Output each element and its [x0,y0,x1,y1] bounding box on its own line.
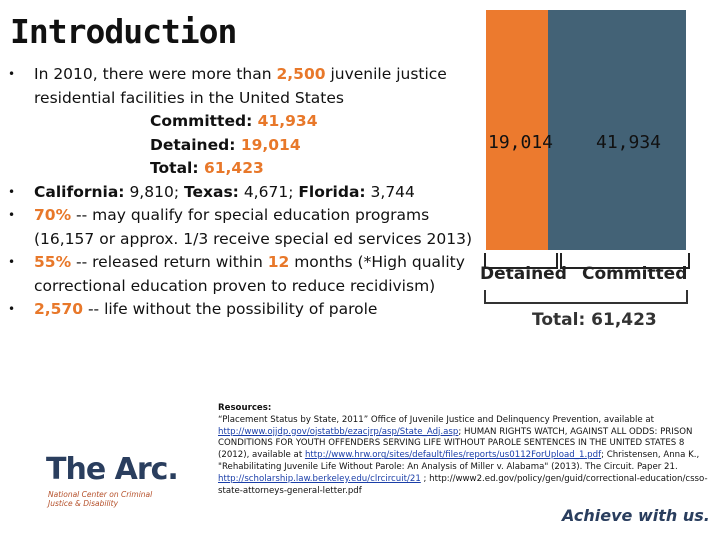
facility-count: 2,500 [276,65,326,83]
committed-value-label: 41,934 [596,132,662,153]
committed-category-label: Committed [582,264,688,284]
resource-link[interactable]: http://scholarship.law.berkeley.edu/clrc… [218,473,421,484]
detained-value-label: 19,014 [488,132,554,153]
bullet-icon: • [8,208,16,222]
chart-total-label: Total: 61,423 [532,310,657,330]
bullet-list: • In 2010, there were more than 2,500 ju… [8,63,478,322]
the-arc-logo: The Arc. National Center on Criminal Jus… [38,440,179,530]
detained-line: Detained: 19,014 [150,135,301,154]
detained-category-label: Detained [480,264,567,284]
bullet-icon: • [8,67,16,81]
logo-subtitle: National Center on Criminal Justice & Di… [48,490,153,508]
page-title: Introduction [10,12,237,51]
resource-link[interactable]: http://www.hrw.org/sites/default/files/r… [304,450,602,461]
list-item: • California: 9,810; Texas: 4,671; Flori… [8,181,478,205]
bullet-icon: • [8,184,16,199]
bullet-icon: • [8,302,16,316]
logo-wordmark: The Arc. [46,452,179,487]
detained-bar [486,10,548,250]
list-item: • 55% -- released return within 12 month… [8,253,465,295]
list-item: • 2,570 -- life without the possibility … [8,298,478,322]
tagline: Achieve with us. [562,506,710,525]
detained-bracket [484,253,558,269]
bullet-icon: • [8,255,16,269]
list-item: • In 2010, there were more than 2,500 ju… [8,65,447,107]
total-line: Total: 61,423 [150,159,264,177]
resources-text: Resources: “Placement Status by State, 2… [218,403,708,496]
committed-line: Committed: 41,934 [150,112,318,130]
population-chart: 19,014 41,934 [486,10,686,250]
list-item: • 70% -- may qualify for special educati… [8,206,473,248]
resource-link[interactable]: http://www.ojjdp.gov/ojstatbb/ezacjrp/as… [218,426,459,437]
total-bracket [484,290,688,304]
committed-bracket [560,253,690,269]
committed-bar [548,10,686,250]
